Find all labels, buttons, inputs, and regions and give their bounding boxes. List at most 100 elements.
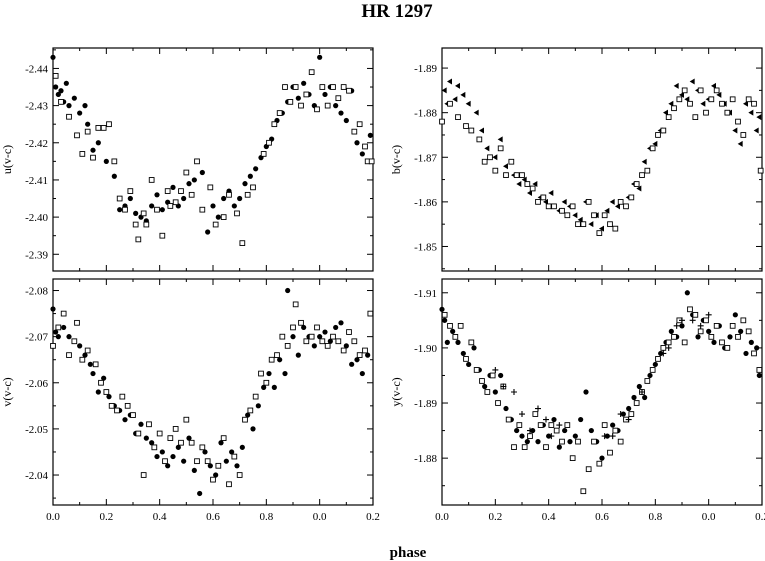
panel-bottom-left: 0.0 0.2 0.4 0.6 0.8 0.0 0.2 -2.08 -2.07 -2.06 -2.0…	[0, 278, 380, 523]
data-point-filled-triangle	[711, 82, 716, 89]
data-point-open-square	[274, 352, 280, 358]
data-point-filled-circle	[295, 352, 301, 358]
data-point-filled-circle	[149, 440, 155, 446]
data-point-plus	[705, 311, 712, 318]
data-point-open-square	[569, 455, 576, 461]
data-point-filled-circle	[754, 345, 760, 351]
data-point-open-square	[633, 181, 640, 187]
data-point-open-square	[505, 416, 512, 423]
data-point-open-square	[487, 154, 493, 161]
data-point-open-square	[268, 356, 275, 363]
data-point-open-square	[66, 352, 72, 358]
data-point-filled-circle	[199, 169, 205, 176]
data-point-filled-triangle	[527, 189, 532, 196]
data-point-filled-circle	[90, 370, 96, 377]
data-point-open-square	[330, 84, 336, 90]
data-point-plus	[665, 344, 672, 351]
data-point-filled-circle	[53, 84, 59, 90]
data-point-open-square	[84, 347, 91, 354]
data-point-open-square	[484, 389, 491, 395]
data-point-open-square	[559, 438, 565, 445]
data-point-open-square	[298, 319, 304, 326]
data-point-filled-circle	[247, 173, 253, 179]
data-point-filled-triangle	[636, 185, 642, 192]
data-point-filled-circle	[58, 88, 64, 94]
data-point-plus	[519, 411, 525, 418]
data-point-open-square	[591, 438, 597, 445]
data-point-filled-circle	[101, 375, 107, 381]
data-point-filled-triangle	[753, 127, 759, 134]
data-point-open-square	[220, 435, 227, 441]
data-point-filled-circle	[466, 361, 472, 368]
data-point-open-square	[292, 84, 299, 90]
data-point-open-square	[98, 379, 104, 386]
data-point-open-square	[314, 324, 320, 331]
data-point-filled-triangle	[679, 91, 684, 98]
data-point-open-square	[260, 151, 267, 157]
y-tick-label: -1.85	[414, 241, 437, 253]
data-point-open-square	[503, 172, 509, 178]
data-point-open-square	[282, 84, 288, 90]
data-point-filled-triangle	[663, 109, 668, 116]
data-point-filled-circle	[66, 334, 72, 340]
data-point-open-square	[596, 230, 603, 236]
data-point-open-square	[122, 206, 128, 213]
data-point-open-square	[612, 225, 619, 232]
data-point-filled-triangle	[673, 82, 679, 89]
data-point-filled-triangle	[748, 109, 754, 116]
data-point-open-square	[452, 334, 459, 340]
data-point-filled-circle	[647, 372, 653, 379]
data-point-open-square	[508, 158, 515, 165]
data-point-open-square	[559, 207, 565, 214]
data-point-filled-circle	[626, 405, 632, 412]
data-point-open-square	[346, 87, 352, 94]
data-point-open-square	[215, 462, 222, 469]
data-point-open-square	[745, 328, 752, 335]
data-point-open-square	[703, 317, 709, 324]
data-point-filled-circle	[191, 467, 197, 474]
data-point-open-square	[178, 439, 184, 446]
data-point-filled-circle	[455, 339, 461, 345]
data-point-open-square	[108, 402, 115, 409]
data-point-open-square	[252, 393, 259, 400]
data-point-open-square	[665, 114, 672, 120]
data-point-open-square	[100, 125, 107, 131]
data-point-open-square	[524, 181, 531, 187]
data-point-filled-circle	[442, 317, 448, 323]
data-point-filled-circle	[562, 427, 568, 434]
data-point-open-square	[55, 324, 62, 331]
y-axis-label: u(v-c)	[0, 145, 14, 174]
data-point-open-square	[439, 118, 445, 125]
data-point-open-square	[172, 199, 179, 206]
data-point-filled-triangle	[700, 100, 706, 107]
x-tick-label: 0.8	[648, 511, 662, 523]
data-point-open-square	[585, 466, 592, 473]
data-point-filled-circle	[66, 103, 72, 109]
y-axis-label: y(v-c)	[389, 377, 403, 406]
data-point-filled-triangle	[588, 221, 594, 228]
data-point-filled-circle	[301, 80, 307, 86]
y-tick-label: -2.05	[25, 424, 48, 436]
data-point-open-square	[239, 240, 246, 246]
data-point-open-square	[335, 95, 342, 102]
data-point-filled-circle	[210, 203, 216, 209]
data-point-filled-triangle	[441, 87, 447, 94]
data-point-open-square	[564, 212, 571, 219]
panel-bottom-right: 0.0 0.2 0.4 0.6 0.8 0.0 0.2 -1.91 -1.90 -1.89 -1.8…	[389, 278, 765, 523]
data-point-open-square	[481, 158, 488, 165]
data-point-filled-circle	[588, 427, 594, 434]
data-point-filled-circle	[149, 203, 155, 209]
data-point-filled-circle	[82, 352, 88, 358]
data-point-open-square	[367, 310, 374, 317]
data-point-open-square	[258, 370, 264, 377]
data-point-open-square	[713, 87, 720, 94]
data-point-filled-circle	[727, 334, 733, 340]
data-point-filled-triangle	[561, 198, 567, 205]
data-point-open-square	[644, 167, 651, 174]
data-point-filled-triangle	[452, 96, 458, 103]
data-point-open-square	[516, 422, 523, 428]
data-point-open-square	[665, 339, 672, 346]
data-point-filled-circle	[271, 384, 277, 390]
data-point-filled-circle	[743, 350, 749, 357]
data-point-open-square	[476, 136, 483, 143]
